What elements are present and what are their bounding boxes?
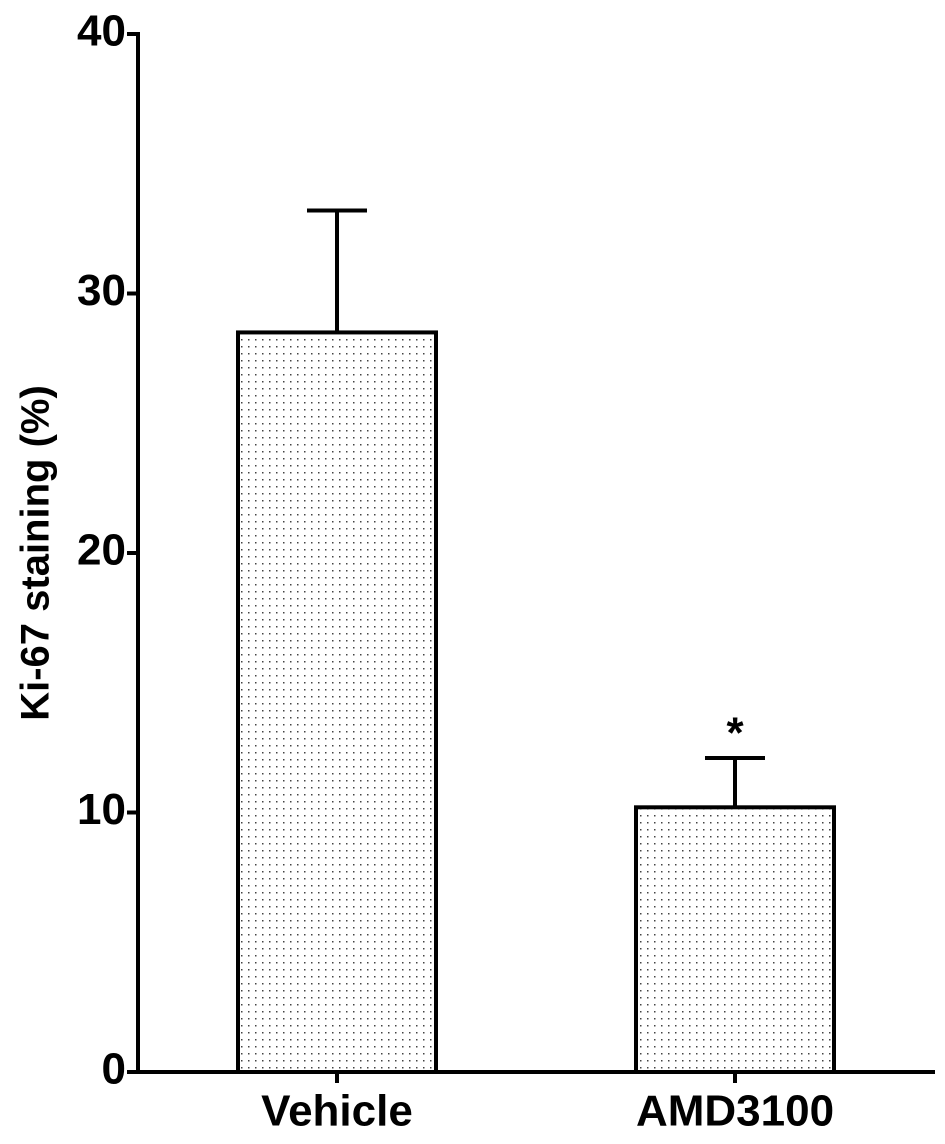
y-tick-label: 40 xyxy=(77,7,126,56)
x-tick-label: AMD3100 xyxy=(636,1087,834,1136)
y-tick-label: 30 xyxy=(77,266,126,315)
y-axis-label: Ki-67 staining (%) xyxy=(14,385,58,721)
bar xyxy=(236,330,438,1074)
y-tick-label: 20 xyxy=(77,526,126,575)
bar xyxy=(634,805,836,1074)
significance-marker: * xyxy=(726,709,744,758)
y-tick-label: 0 xyxy=(102,1045,126,1094)
x-tick-label: Vehicle xyxy=(261,1087,413,1136)
y-tick-label: 10 xyxy=(77,785,126,834)
